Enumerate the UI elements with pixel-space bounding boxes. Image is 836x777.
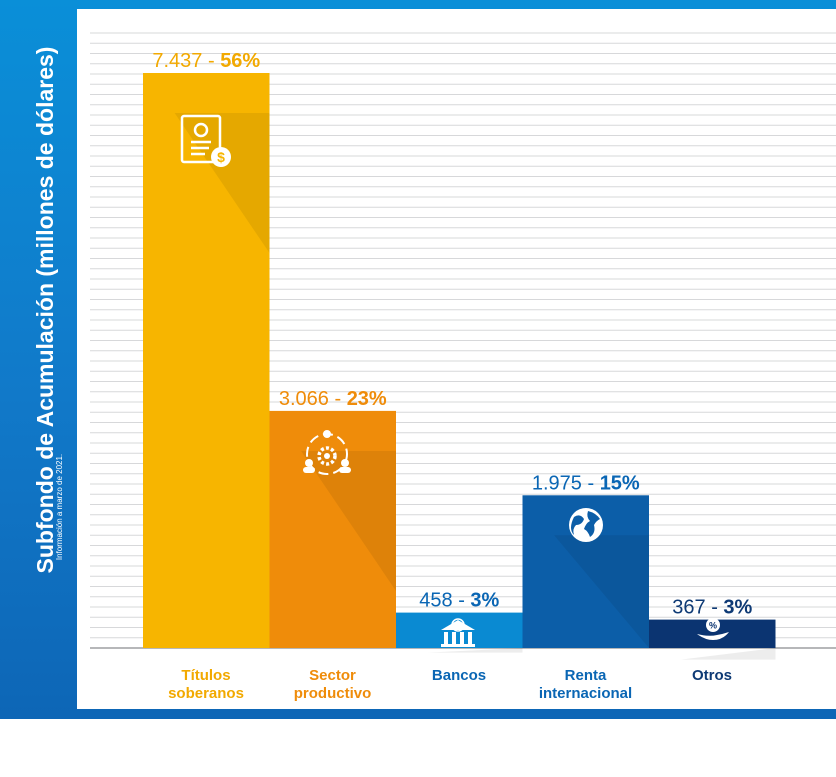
value-percent: 15% — [600, 472, 640, 494]
value-amount: 458 - — [419, 590, 470, 612]
value-label: 7.437 - 56% — [152, 50, 260, 72]
bars-group: $ $ % — [143, 73, 776, 660]
value-amount: 7.437 - — [152, 50, 220, 72]
hand-percent-icon: % — [697, 618, 729, 640]
people-gear-icon — [303, 430, 351, 475]
value-amount: 3.066 - — [279, 388, 347, 410]
category-label-line: Sector — [309, 667, 356, 684]
value-label: 367 - 3% — [672, 597, 752, 619]
value-label: 3.066 - 23% — [279, 388, 387, 410]
value-percent: 56% — [220, 50, 260, 72]
category-label-line: Títulos — [181, 667, 231, 684]
category-label-line: soberanos — [168, 685, 244, 702]
svg-text:%: % — [709, 621, 717, 631]
document-dollar-icon: $ — [180, 114, 231, 167]
category-label: Otros — [649, 667, 775, 685]
bar-shading — [427, 648, 523, 653]
globe-icon — [569, 508, 603, 542]
bank-dollar-icon: $ — [441, 618, 475, 647]
category-label-line: productivo — [293, 685, 372, 702]
value-label: 1.975 - 15% — [532, 472, 640, 494]
bar-shading — [680, 648, 776, 660]
value-percent: 23% — [347, 388, 387, 410]
svg-text:$: $ — [217, 149, 225, 165]
bar-shading — [301, 450, 396, 591]
category-label-line: Bancos — [431, 667, 487, 684]
category-label-line: Otros — [691, 667, 732, 684]
value-amount: 367 - — [672, 597, 723, 619]
value-percent: 3% — [470, 590, 499, 612]
value-label: 458 - 3% — [419, 590, 499, 612]
category-label: Sector productivo — [270, 667, 396, 703]
category-label: Renta internacional — [523, 667, 649, 703]
bar-shading — [554, 535, 649, 648]
category-label: Bancos — [396, 667, 522, 685]
category-label-line: Renta — [564, 667, 607, 684]
category-label-line: internacional — [538, 685, 633, 702]
category-label: Títulos soberanos — [143, 667, 269, 703]
bar — [143, 73, 270, 648]
bar-chart: $ $ % 7.437 - 56%3.066 - 23%458 - 3%1. — [90, 32, 836, 660]
value-amount: 1.975 - — [532, 472, 600, 494]
value-percent: 3% — [723, 597, 752, 619]
value-labels-group: 7.437 - 56% 3.066 - 23% 458 - 3% 1.975 - 15… — [152, 50, 752, 619]
